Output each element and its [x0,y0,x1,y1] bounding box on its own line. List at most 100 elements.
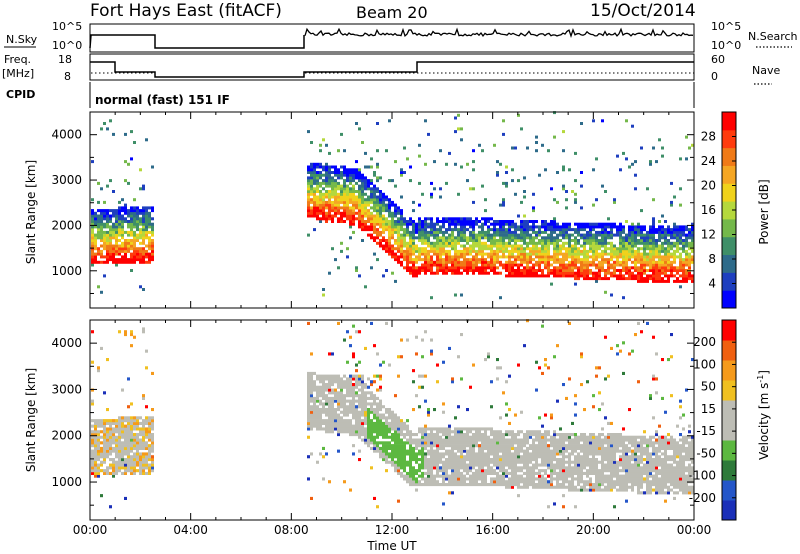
power-cell [679,247,682,251]
power-cell [115,220,118,223]
power-cell [103,209,106,213]
power-cell [145,244,148,248]
power-cell [610,266,613,270]
velocity-cell [379,408,382,412]
velocity-cell [499,416,502,420]
power-cell [109,241,112,245]
power-cell [466,239,469,242]
power-cell [616,263,619,267]
power-cell [532,258,535,262]
power-cell [148,211,151,215]
velocity-cell [424,427,427,431]
power-cell [511,269,514,272]
power-cell [400,233,403,237]
velocity-cell [121,388,124,392]
power-cell [676,241,679,245]
power-cell [406,225,409,229]
velocity-cell [457,438,460,442]
power-cell [559,274,562,278]
velocity-cell [148,458,151,462]
velocity-cell [517,441,520,445]
power-cell [109,247,112,251]
power-cell [91,233,94,237]
velocity-cell [355,369,358,373]
power-cell [532,192,535,196]
power-cell [139,222,142,226]
power-cell [682,233,685,237]
velocity-cell [307,394,310,398]
power-cell [511,220,514,223]
velocity-cell [511,485,514,489]
power-cell [310,211,313,215]
power-cell [406,244,409,248]
velocity-cell [340,424,343,428]
velocity-cell [451,430,454,434]
velocity-cell [529,483,532,487]
velocity-cell [373,416,376,420]
velocity-cell [349,410,352,414]
power-cell [463,269,466,272]
power-cell [514,271,517,275]
power-cell [343,190,346,193]
velocity-cell [361,399,364,403]
power-cell [532,252,535,256]
power-cell [112,260,115,264]
velocity-cell [430,427,433,431]
power-cell [685,241,688,245]
power-cell [334,195,337,199]
power-cell [100,239,103,242]
velocity-cell [523,435,526,439]
power-cell [598,271,601,275]
power-cell [109,220,112,223]
velocity-cell [373,427,376,431]
velocity-cell [514,466,517,470]
power-cell [655,274,658,278]
velocity-cell [445,463,448,467]
power-cell [151,241,154,245]
power-colorbar-tick-label: 28 [701,130,716,144]
power-cell [103,214,106,218]
velocity-cell [136,433,139,437]
power-cell [487,230,490,234]
velocity-cell [124,419,127,423]
power-cell [562,228,565,232]
velocity-cell [481,455,484,459]
power-cell [655,160,658,164]
power-cell [382,239,385,242]
velocity-cell [118,427,121,431]
power-cell [418,203,421,207]
power-cell [127,222,130,226]
power-cell [655,269,658,272]
power-cell [451,233,454,237]
velocity-cell [445,458,448,462]
power-cell [523,258,526,262]
power-cell [430,222,433,226]
power-cell [553,239,556,242]
power-cell [469,222,472,226]
velocity-cell [325,394,328,398]
power-cell [370,195,373,199]
power-cell [682,228,685,232]
velocity-cell [382,405,385,409]
velocity-cell [511,463,514,467]
power-cell [103,230,106,234]
power-cell [604,228,607,232]
power-cell [676,244,679,248]
velocity-cell [466,441,469,445]
velocity-cell [133,463,136,467]
power-cell [667,247,670,251]
power-cell [388,247,391,251]
velocity-cell [142,452,145,456]
velocity-cell [418,469,421,473]
velocity-cell [127,424,130,428]
velocity-cell [367,433,370,437]
velocity-cell [373,421,376,425]
velocity-cell [484,458,487,462]
power-cell [553,247,556,251]
power-cell [691,244,694,248]
power-cell [460,230,463,234]
velocity-cell [109,452,112,456]
power-cell [442,241,445,245]
power-cell [382,217,385,221]
power-cell [529,252,532,256]
